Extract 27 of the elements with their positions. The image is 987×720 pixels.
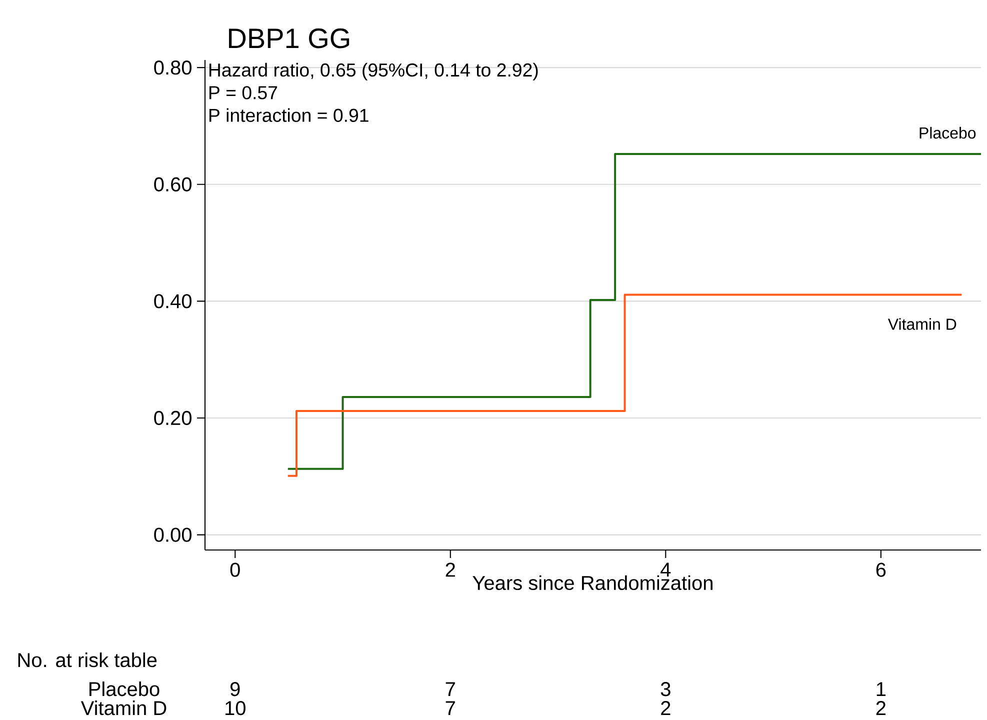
y-tick-label: 0.60 bbox=[154, 177, 192, 192]
text: Placebo bbox=[89, 682, 160, 696]
text: 2 bbox=[661, 701, 670, 715]
text: 10 bbox=[226, 701, 246, 716]
text: No. at risk table bbox=[18, 652, 157, 668]
text: 7 bbox=[446, 682, 455, 696]
chart-title: DBP1 GG bbox=[229, 28, 350, 48]
annotation: P = 0.57 bbox=[209, 86, 278, 100]
series-label: Placebo bbox=[920, 126, 976, 139]
text: Vitamin D bbox=[80, 700, 166, 716]
text: 2 bbox=[876, 701, 886, 715]
annotation: P interaction = 0.91 bbox=[209, 108, 368, 122]
series-label: Vitamin D bbox=[888, 318, 956, 330]
x-tick-label: 0 bbox=[230, 562, 240, 577]
annotation: Hazard ratio, 0.65 (95%CI, 0.14 to 2.92) bbox=[209, 62, 538, 80]
y-tick-label: 0.20 bbox=[154, 410, 192, 426]
text: 7 bbox=[446, 701, 455, 715]
x-tick-label: 2 bbox=[446, 562, 455, 577]
x-axis-title: Years since Randomization bbox=[472, 575, 712, 590]
text: 3 bbox=[660, 682, 670, 696]
y-tick-label: 0.00 bbox=[154, 528, 192, 542]
y-tick-label: 0.40 bbox=[154, 294, 192, 308]
text: 1 bbox=[876, 682, 886, 696]
x-tick-label: 4 bbox=[660, 562, 671, 576]
y-tick-label: 0.80 bbox=[154, 60, 192, 75]
x-tick-label: 6 bbox=[876, 562, 886, 577]
text: 9 bbox=[230, 682, 240, 696]
